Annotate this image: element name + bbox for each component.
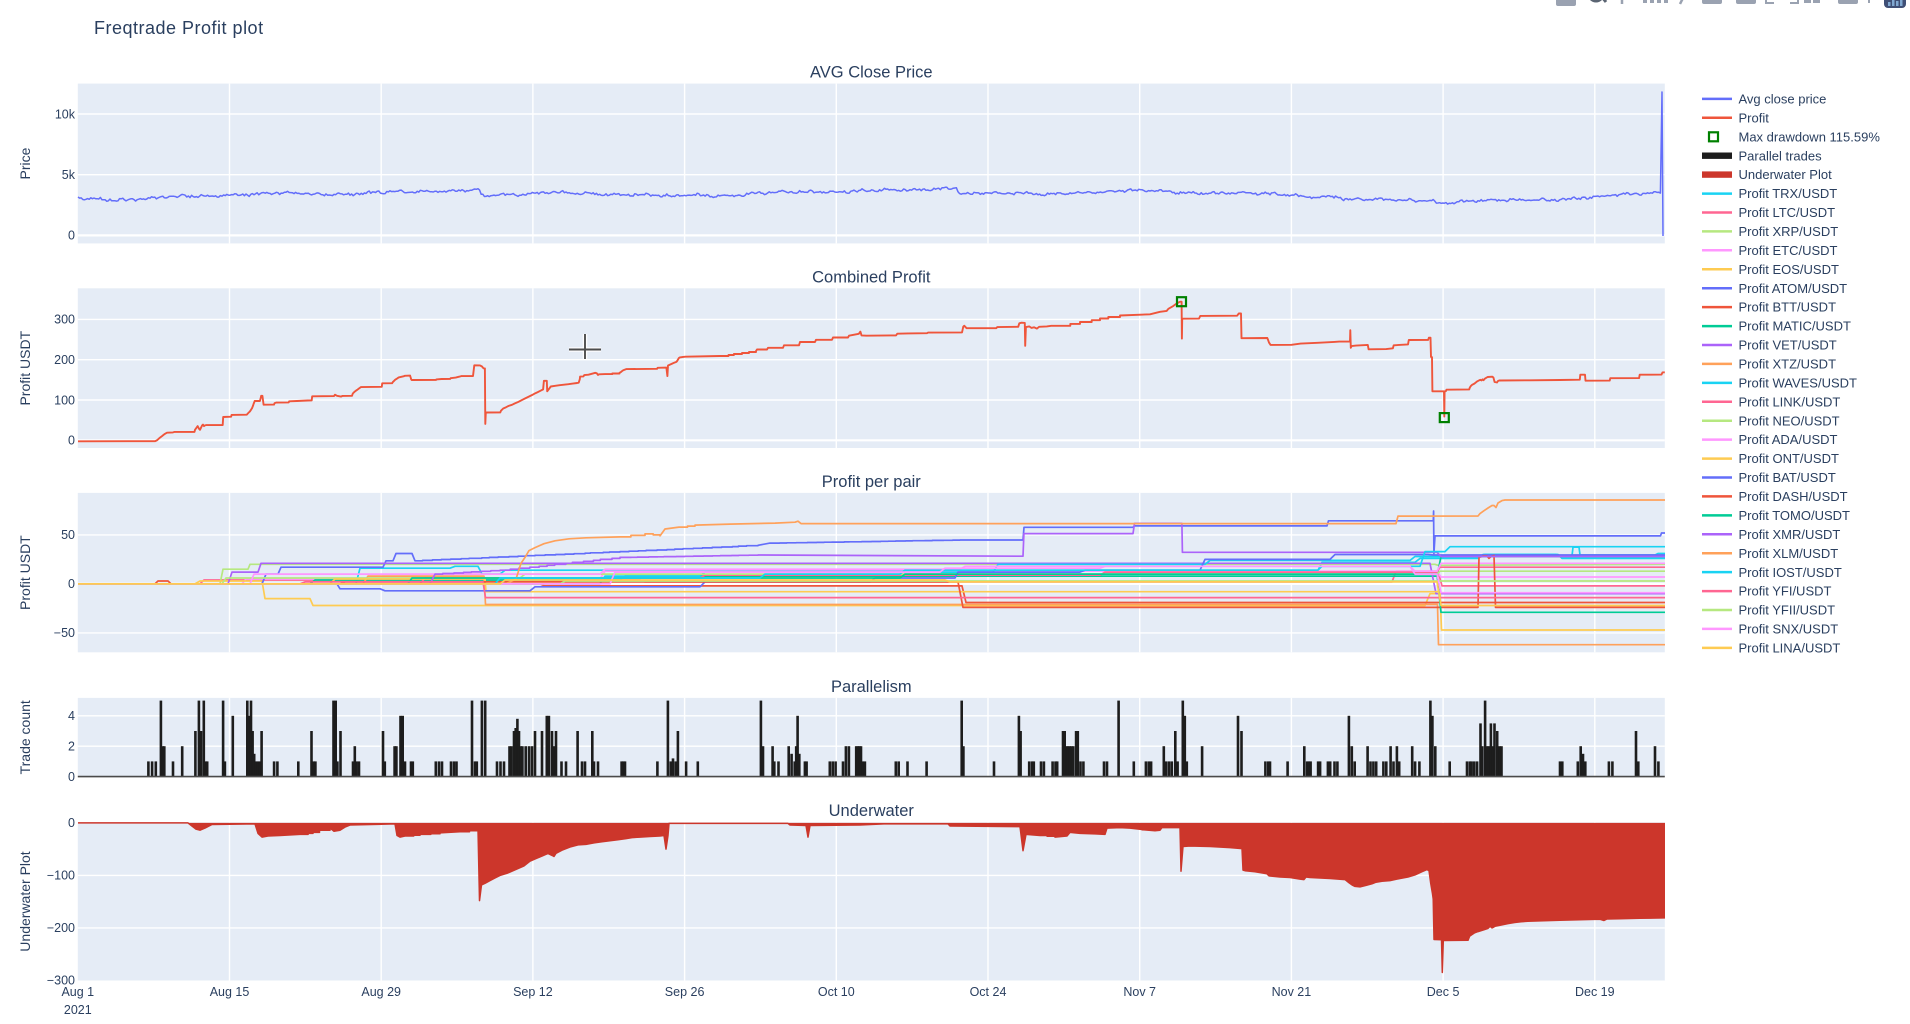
- svg-text:Profit LINK/USDT: Profit LINK/USDT: [1739, 394, 1841, 409]
- svg-text:10k: 10k: [55, 107, 76, 121]
- svg-text:Profit MATIC/USDT: Profit MATIC/USDT: [1739, 319, 1851, 334]
- svg-text:Profit USDT: Profit USDT: [17, 330, 33, 405]
- svg-text:Profit XRP/USDT: Profit XRP/USDT: [1739, 224, 1839, 239]
- svg-text:Profit: Profit: [1739, 110, 1770, 125]
- svg-text:Profit ATOM/USDT: Profit ATOM/USDT: [1739, 281, 1848, 296]
- svg-text:Profit ETC/USDT: Profit ETC/USDT: [1739, 243, 1838, 258]
- svg-text:Profit DASH/USDT: Profit DASH/USDT: [1739, 489, 1848, 504]
- svg-text:200: 200: [54, 353, 75, 367]
- svg-text:Nov 21: Nov 21: [1272, 985, 1312, 999]
- svg-text:−50: −50: [54, 626, 75, 640]
- svg-text:2: 2: [68, 740, 75, 754]
- svg-text:Profit NEO/USDT: Profit NEO/USDT: [1739, 413, 1840, 428]
- svg-text:100: 100: [54, 393, 75, 407]
- svg-text:Profit SNX/USDT: Profit SNX/USDT: [1739, 622, 1839, 637]
- svg-text:Parallelism: Parallelism: [831, 678, 912, 696]
- svg-text:Profit BAT/USDT: Profit BAT/USDT: [1739, 470, 1836, 485]
- svg-text:AVG Close Price: AVG Close Price: [810, 64, 933, 82]
- svg-text:Profit TRX/USDT: Profit TRX/USDT: [1739, 186, 1838, 201]
- svg-text:Profit USDT: Profit USDT: [17, 535, 33, 610]
- svg-text:Freqtrade Profit plot: Freqtrade Profit plot: [94, 18, 264, 38]
- svg-text:Profit IOST/USDT: Profit IOST/USDT: [1739, 565, 1842, 580]
- svg-text:0: 0: [68, 434, 75, 448]
- svg-text:5k: 5k: [62, 168, 76, 182]
- svg-text:−200: −200: [47, 921, 75, 935]
- svg-text:Aug 15: Aug 15: [210, 985, 250, 999]
- svg-text:Oct 24: Oct 24: [970, 985, 1007, 999]
- svg-text:0: 0: [68, 816, 75, 830]
- svg-text:2021: 2021: [64, 1003, 92, 1017]
- svg-text:Sep 26: Sep 26: [665, 985, 705, 999]
- svg-text:Profit XLM/USDT: Profit XLM/USDT: [1739, 546, 1839, 561]
- svg-text:Price: Price: [17, 147, 33, 179]
- svg-text:Profit EOS/USDT: Profit EOS/USDT: [1739, 262, 1839, 277]
- svg-text:300: 300: [54, 313, 75, 327]
- svg-text:Profit ADA/USDT: Profit ADA/USDT: [1739, 432, 1838, 447]
- svg-text:−300: −300: [47, 974, 75, 988]
- svg-text:0: 0: [68, 577, 75, 591]
- svg-text:Profit WAVES/USDT: Profit WAVES/USDT: [1739, 375, 1858, 390]
- svg-text:Profit per pair: Profit per pair: [822, 473, 922, 491]
- svg-text:Avg close price: Avg close price: [1739, 92, 1827, 107]
- svg-text:Oct 10: Oct 10: [818, 985, 855, 999]
- svg-text:Profit XMR/USDT: Profit XMR/USDT: [1739, 527, 1841, 542]
- svg-text:Nov 7: Nov 7: [1123, 985, 1156, 999]
- svg-text:Underwater Plot: Underwater Plot: [17, 851, 33, 951]
- svg-text:Profit VET/USDT: Profit VET/USDT: [1739, 338, 1837, 353]
- svg-text:Dec 19: Dec 19: [1575, 985, 1615, 999]
- svg-text:Profit XTZ/USDT: Profit XTZ/USDT: [1739, 357, 1837, 372]
- svg-text:Dec 5: Dec 5: [1427, 985, 1460, 999]
- svg-text:50: 50: [61, 528, 75, 542]
- svg-text:Profit LINA/USDT: Profit LINA/USDT: [1739, 640, 1841, 655]
- svg-text:Aug 1: Aug 1: [61, 985, 94, 999]
- svg-text:0: 0: [68, 770, 75, 784]
- svg-text:Parallel trades: Parallel trades: [1739, 148, 1823, 163]
- svg-text:Max drawdown 115.59%: Max drawdown 115.59%: [1739, 129, 1881, 144]
- svg-text:Aug 29: Aug 29: [361, 985, 401, 999]
- svg-text:Trade count: Trade count: [17, 700, 33, 774]
- svg-text:Profit ONT/USDT: Profit ONT/USDT: [1739, 451, 1839, 466]
- svg-text:Profit TOMO/USDT: Profit TOMO/USDT: [1739, 508, 1851, 523]
- svg-text:Sep 12: Sep 12: [513, 985, 553, 999]
- svg-text:Profit LTC/USDT: Profit LTC/USDT: [1739, 205, 1836, 220]
- svg-text:Profit YFII/USDT: Profit YFII/USDT: [1739, 603, 1836, 618]
- svg-text:Profit YFI/USDT: Profit YFI/USDT: [1739, 584, 1832, 599]
- svg-text:Underwater: Underwater: [829, 802, 915, 820]
- svg-text:0: 0: [68, 229, 75, 243]
- svg-text:−100: −100: [47, 869, 75, 883]
- svg-text:Profit BTT/USDT: Profit BTT/USDT: [1739, 300, 1837, 315]
- svg-text:Combined Profit: Combined Profit: [812, 269, 931, 287]
- svg-text:Underwater Plot: Underwater Plot: [1739, 167, 1833, 182]
- svg-text:4: 4: [68, 709, 75, 723]
